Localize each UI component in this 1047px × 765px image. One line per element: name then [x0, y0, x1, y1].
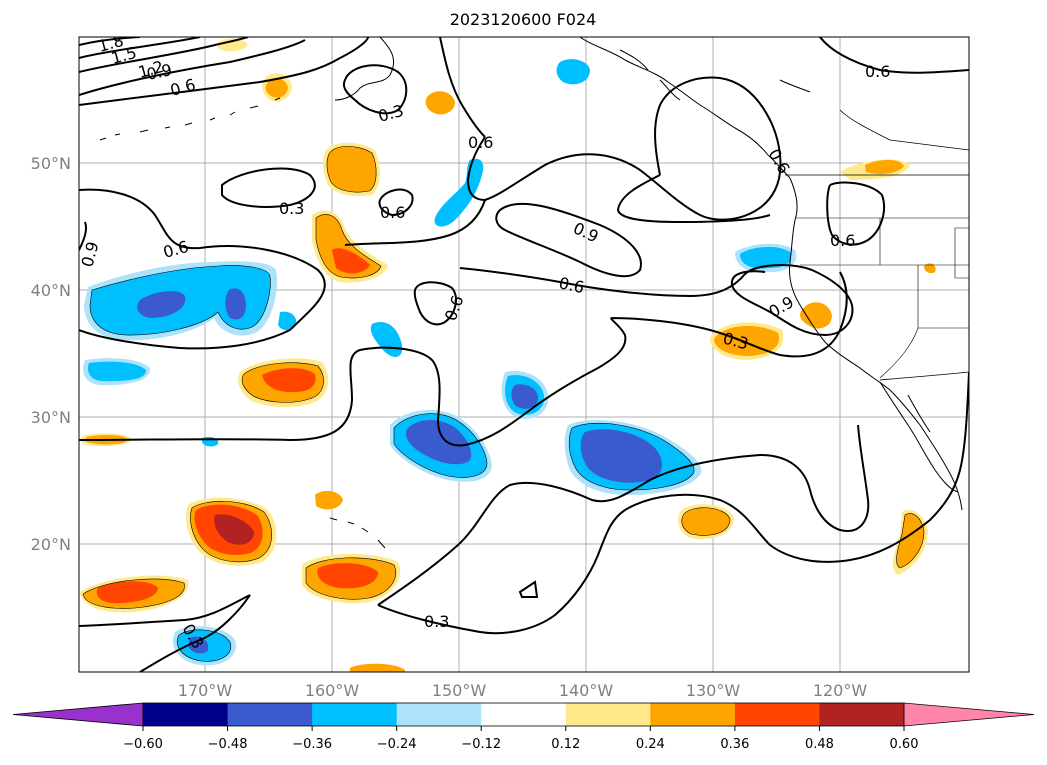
lat-label: 50°N — [31, 154, 71, 173]
colorbar-tick-label: −0.12 — [461, 737, 501, 752]
contour-label: 0.9 — [78, 240, 103, 270]
colorbar-bin — [143, 703, 229, 726]
contour-label: 0.6 — [557, 273, 586, 297]
colorbar-bin — [819, 703, 905, 726]
lon-label: 140°W — [559, 681, 614, 700]
colorbar-tick-label: 0.60 — [890, 737, 919, 752]
colorbar-under-triangle — [12, 702, 144, 727]
colorbar-frame — [142, 702, 905, 727]
lon-label: 160°W — [305, 681, 360, 700]
colorbar-bin — [734, 703, 820, 726]
map-title: 2023120600 F024 — [450, 10, 597, 29]
longitude-labels: 170°W 160°W 150°W 140°W 130°W 120°W — [178, 681, 868, 700]
lat-label: 20°N — [31, 535, 71, 554]
colorbar-tick-label: 0.24 — [636, 737, 665, 752]
colorbar-tick-label: −0.60 — [123, 737, 163, 752]
colorbar-tick-label: 0.48 — [805, 737, 834, 752]
colorbar-bin — [565, 703, 651, 726]
colorbar: −0.60 −0.48 −0.36 −0.24 −0.12 0.12 0.24 0.36 0.4… — [12, 702, 1035, 752]
lat-label: 40°N — [31, 281, 71, 300]
colorbar-tick-label: −0.24 — [377, 737, 417, 752]
colorbar-tick-label: 0.36 — [720, 737, 749, 752]
contour-label: 0.3 — [424, 612, 449, 631]
contour-label: 0.6 — [865, 62, 890, 81]
contour-label: 1.8 — [96, 31, 126, 56]
lat-label: 30°N — [31, 408, 71, 427]
fill-outlines — [82, 146, 925, 662]
colorbar-bin — [312, 703, 398, 726]
contour-label: 0.9 — [145, 60, 174, 84]
map-frame — [78, 36, 970, 673]
coastlines — [99, 37, 963, 549]
lon-label: 130°W — [686, 681, 741, 700]
colorbar-bin — [650, 703, 736, 726]
colorbar-bin — [481, 703, 567, 726]
lon-label: 170°W — [178, 681, 233, 700]
colorbar-over-triangle — [903, 702, 1035, 727]
colorbar-tick-label: 0.12 — [551, 737, 580, 752]
contour-label: 0.6 — [380, 203, 405, 222]
colorbar-bin — [396, 703, 482, 726]
country-borders — [785, 109, 969, 381]
colorbar-tick-label: −0.36 — [292, 737, 332, 752]
colorbar-tick-label: −0.48 — [208, 737, 248, 752]
map-area[interactable]: 1.8 1.5 1.2 0.9 0.6 0.3 0.6 0.6 0.6 0.3 … — [78, 31, 970, 673]
lon-label: 150°W — [432, 681, 487, 700]
contour-lines — [79, 37, 969, 672]
latitude-labels: 50°N 40°N 30°N 20°N — [31, 154, 71, 554]
colorbar-bin — [227, 703, 313, 726]
lon-label: 120°W — [813, 681, 868, 700]
contour-label: 0.6 — [830, 231, 855, 250]
contour-label: 0.3 — [279, 199, 304, 218]
contour-label: 0.6 — [468, 133, 493, 152]
